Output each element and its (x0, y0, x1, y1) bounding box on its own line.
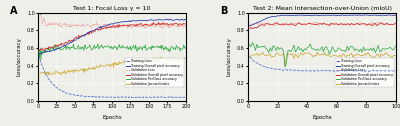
Y-axis label: Loss/accuracy: Loss/accuracy (16, 37, 22, 76)
Y-axis label: Loss/accuracy: Loss/accuracy (226, 37, 232, 76)
Text: B: B (220, 6, 227, 15)
Legend: Training Loss, Training Overall pixel accuracy, Validation Loss, Validation Over: Training Loss, Training Overall pixel ac… (125, 58, 184, 87)
Legend: Training Loss, Training Overall pixel accuracy, Validation Loss, Validation Over: Training Loss, Training Overall pixel ac… (335, 58, 394, 87)
X-axis label: Epochs: Epochs (312, 115, 332, 120)
Title: Test 1: Focal Loss γ = 10: Test 1: Focal Loss γ = 10 (73, 6, 151, 11)
X-axis label: Epochs: Epochs (102, 115, 122, 120)
Text: A: A (10, 6, 17, 15)
Title: Test 2: Mean Intersection-over-Union (mIoU): Test 2: Mean Intersection-over-Union (mI… (252, 6, 392, 11)
